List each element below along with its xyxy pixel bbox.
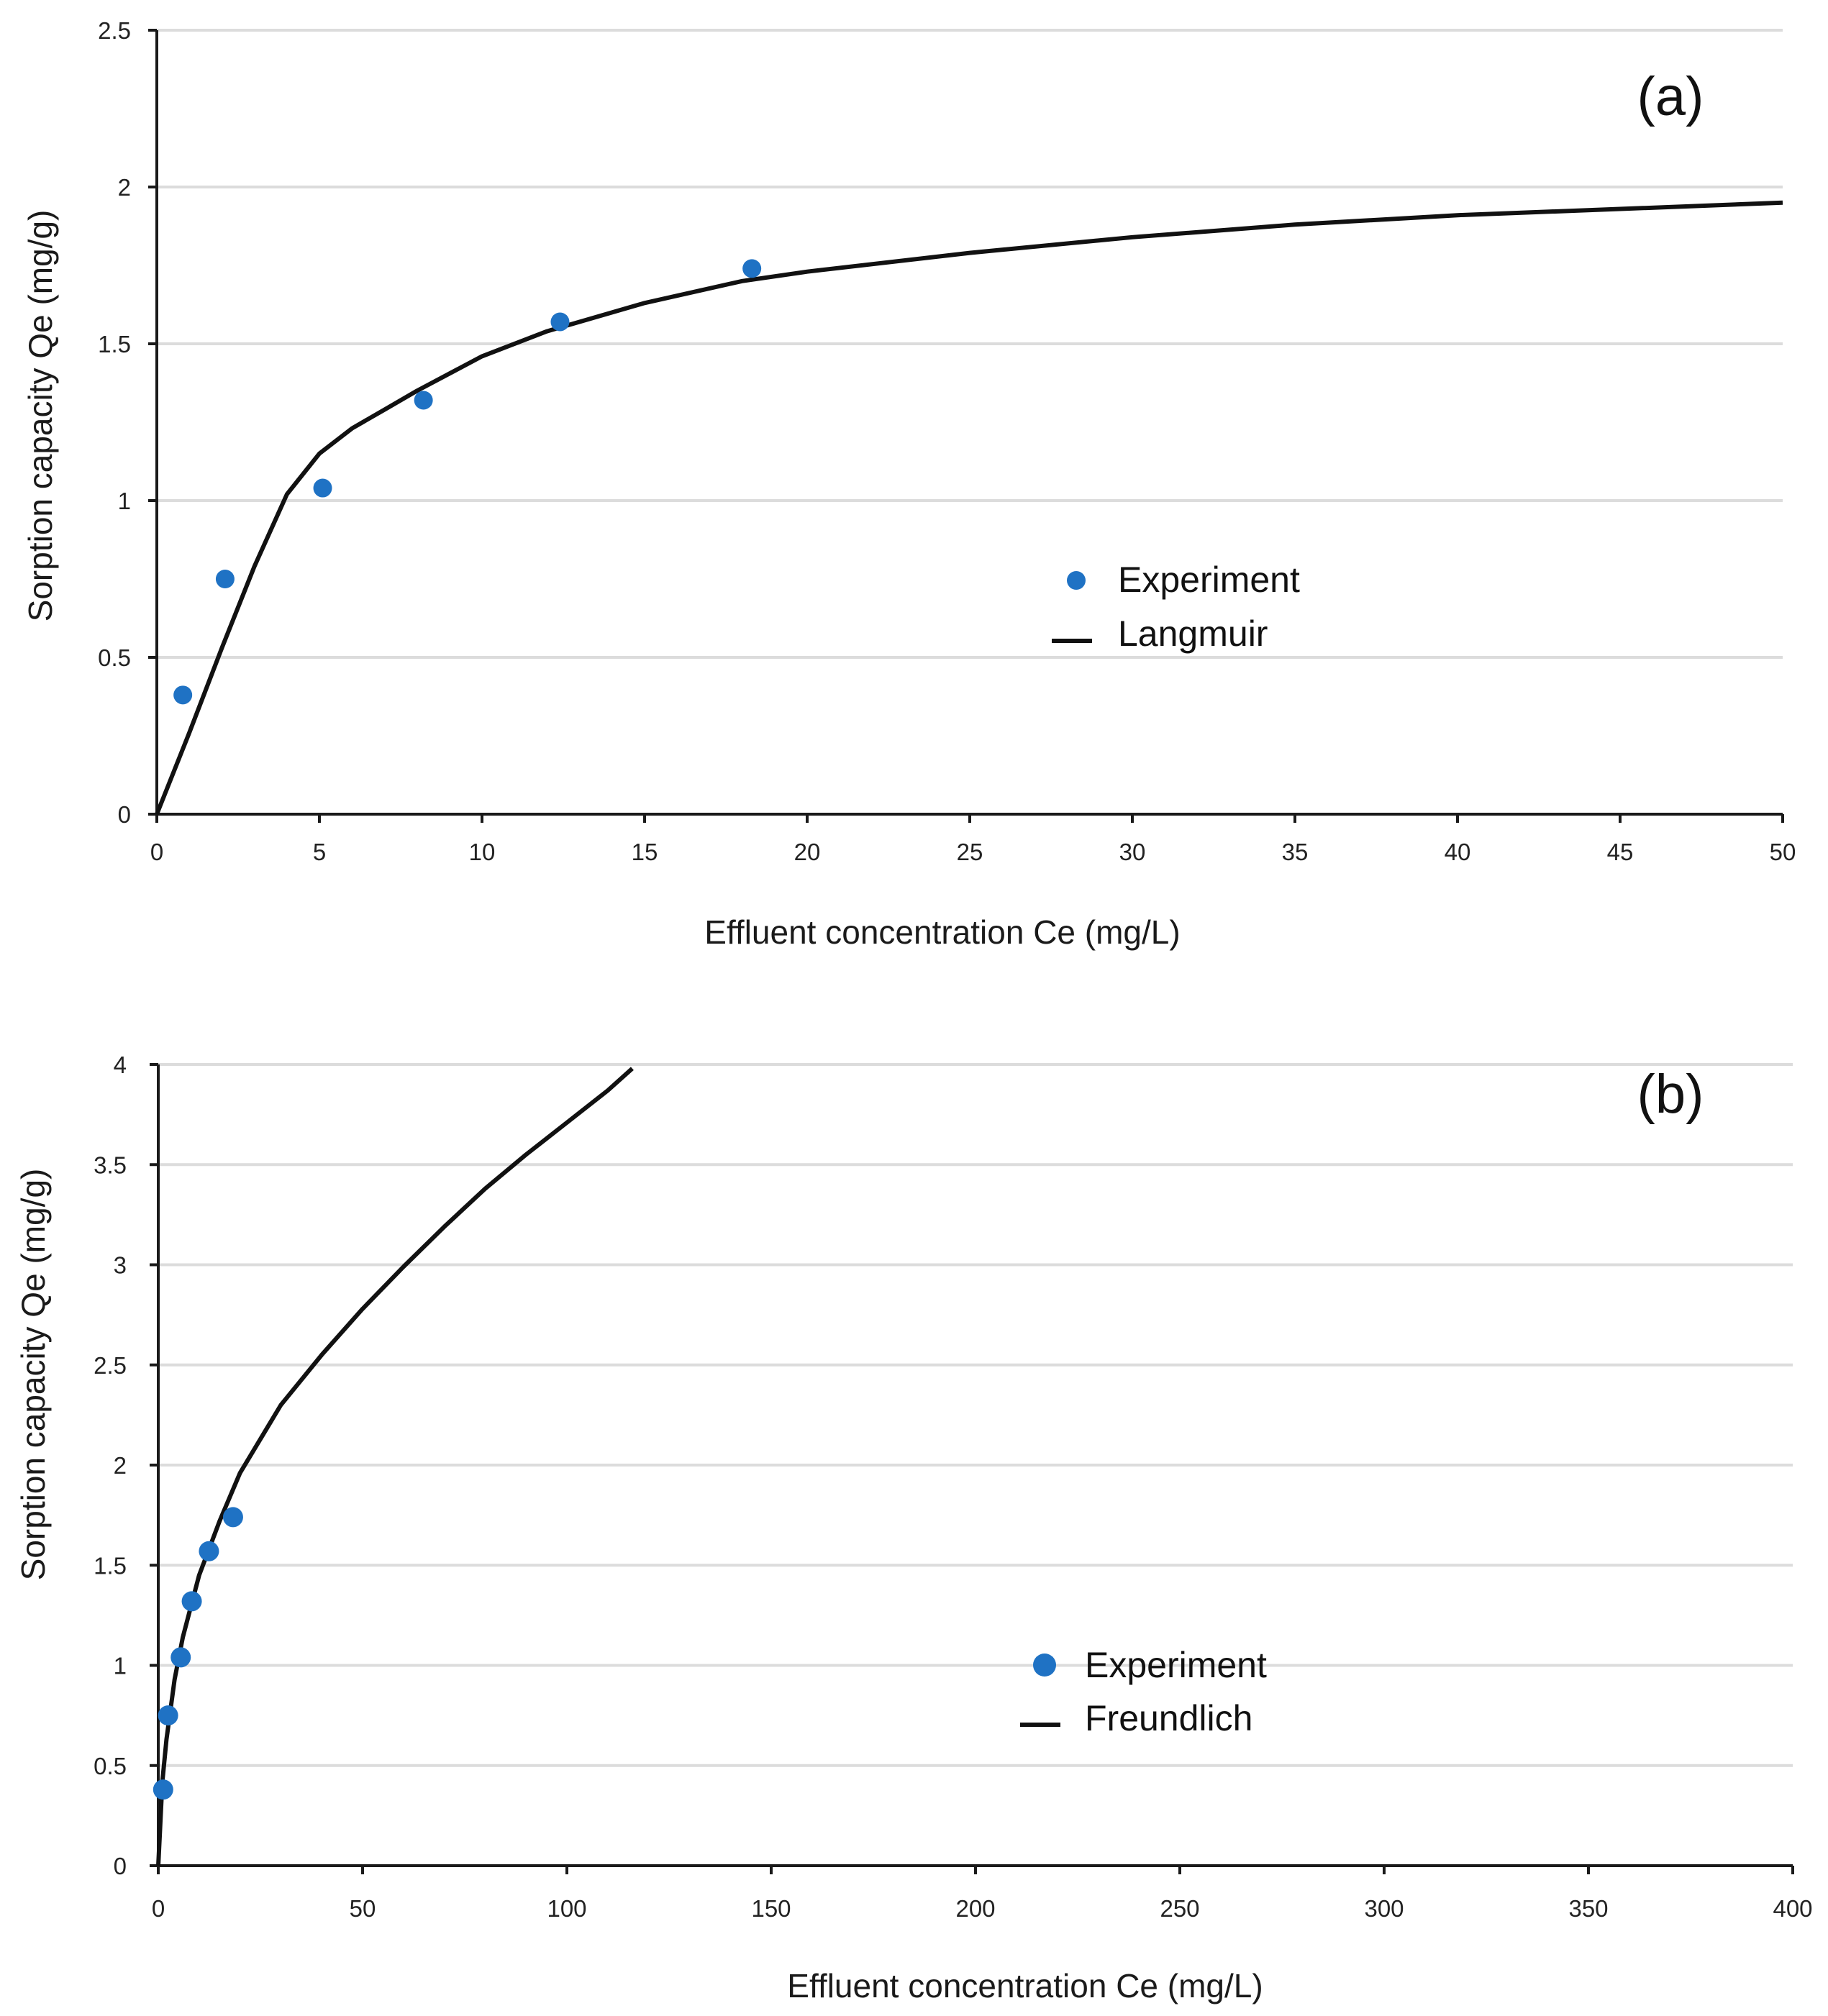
chart-panel-b: 0 0.5 1 1.5 2 2.5 3 3.5 4 0 50 100 150 200 250 300 350 40… bbox=[14, 1052, 1813, 2004]
data-point-experiment bbox=[313, 478, 332, 498]
data-point-experiment bbox=[199, 1541, 219, 1561]
x-axis-label: Effluent concentration Ce (mg/L) bbox=[704, 913, 1180, 951]
legend-marker-experiment bbox=[1067, 571, 1086, 590]
legend-label-fit: Langmuir bbox=[1118, 614, 1268, 654]
x-tick-label: 45 bbox=[1607, 839, 1634, 865]
data-point-experiment bbox=[215, 570, 235, 588]
legend-label-fit: Freundlich bbox=[1085, 1698, 1252, 1738]
x-tick-label: 20 bbox=[794, 839, 821, 865]
gridlines bbox=[157, 29, 1783, 659]
x-tick-label: 10 bbox=[469, 839, 496, 865]
tick-labels: 0 0.5 1 1.5 2 2.5 0 5 10 15 20 25 30 35 40 45 50 bbox=[98, 17, 1796, 865]
data-point-experiment bbox=[158, 1705, 178, 1726]
x-tick-label: 300 bbox=[1364, 1895, 1404, 1922]
series bbox=[153, 1067, 634, 1866]
legend: Experiment Freundlich bbox=[1020, 1645, 1267, 1738]
y-tick-label: 1 bbox=[114, 1653, 127, 1679]
y-tick-label: 2.5 bbox=[94, 1352, 127, 1379]
x-tick-label: 15 bbox=[632, 839, 658, 865]
x-tick-label: 100 bbox=[547, 1895, 586, 1922]
y-axis-label: Sorption capacity Qe (mg/g) bbox=[22, 210, 59, 622]
x-tick-label: 30 bbox=[1119, 839, 1146, 865]
data-point-experiment bbox=[414, 391, 433, 410]
legend-label-experiment: Experiment bbox=[1085, 1645, 1267, 1685]
x-tick-label: 5 bbox=[313, 839, 326, 865]
y-tick-label: 0 bbox=[118, 801, 131, 828]
axes bbox=[148, 29, 1784, 823]
x-tick-label: 250 bbox=[1160, 1895, 1199, 1922]
y-tick-label: 0 bbox=[114, 1853, 127, 1879]
y-tick-label: 3.5 bbox=[94, 1151, 127, 1178]
fit-line-freundlich bbox=[156, 1067, 634, 1866]
x-tick-label: 0 bbox=[152, 1895, 165, 1922]
y-tick-label: 1.5 bbox=[94, 1552, 127, 1579]
data-point-experiment bbox=[742, 259, 762, 278]
panel-label: (b) bbox=[1637, 1064, 1704, 1125]
x-tick-label: 25 bbox=[957, 839, 983, 865]
x-axis-label: Effluent concentration Ce (mg/L) bbox=[787, 1967, 1263, 2004]
x-tick-label: 150 bbox=[751, 1895, 791, 1922]
x-tick-label: 50 bbox=[350, 1895, 376, 1922]
series bbox=[155, 200, 1783, 816]
fit-line-langmuir bbox=[155, 200, 1783, 816]
y-tick-label: 0.5 bbox=[94, 1753, 127, 1779]
y-tick-label: 0.5 bbox=[98, 644, 131, 671]
y-tick-label: 2.5 bbox=[98, 17, 131, 44]
tick-labels: 0 0.5 1 1.5 2 2.5 3 3.5 4 0 50 100 150 200 250 300 350 40… bbox=[94, 1052, 1812, 1922]
data-point-experiment bbox=[181, 1591, 202, 1612]
data-point-experiment bbox=[153, 1779, 173, 1800]
legend: Experiment Langmuir bbox=[1052, 560, 1300, 654]
legend-label-experiment: Experiment bbox=[1118, 560, 1300, 600]
data-point-experiment bbox=[170, 1647, 191, 1668]
x-tick-label: 50 bbox=[1770, 839, 1796, 865]
x-tick-label: 35 bbox=[1282, 839, 1309, 865]
y-axis-label: Sorption capacity Qe (mg/g) bbox=[14, 1169, 52, 1581]
axes bbox=[150, 1063, 1794, 1874]
legend-marker-experiment bbox=[1033, 1654, 1056, 1677]
data-point-experiment bbox=[550, 312, 570, 332]
gridlines bbox=[158, 1063, 1793, 1767]
data-point-experiment bbox=[222, 1507, 243, 1528]
y-tick-label: 3 bbox=[114, 1252, 127, 1279]
x-tick-label: 400 bbox=[1773, 1895, 1812, 1922]
x-tick-label: 0 bbox=[150, 839, 163, 865]
y-tick-label: 1.5 bbox=[98, 331, 131, 357]
y-tick-label: 2 bbox=[114, 1452, 127, 1479]
panel-label: (a) bbox=[1637, 66, 1704, 127]
x-tick-label: 40 bbox=[1445, 839, 1471, 865]
data-point-experiment bbox=[173, 685, 193, 705]
x-tick-label: 350 bbox=[1568, 1895, 1608, 1922]
chart-panel-a: 0 0.5 1 1.5 2 2.5 0 5 10 15 20 25 30 35 40 45 50 Effluen… bbox=[22, 17, 1796, 951]
y-tick-label: 1 bbox=[118, 488, 131, 514]
x-tick-label: 200 bbox=[955, 1895, 995, 1922]
y-tick-label: 4 bbox=[114, 1052, 127, 1078]
y-tick-label: 2 bbox=[118, 174, 131, 201]
